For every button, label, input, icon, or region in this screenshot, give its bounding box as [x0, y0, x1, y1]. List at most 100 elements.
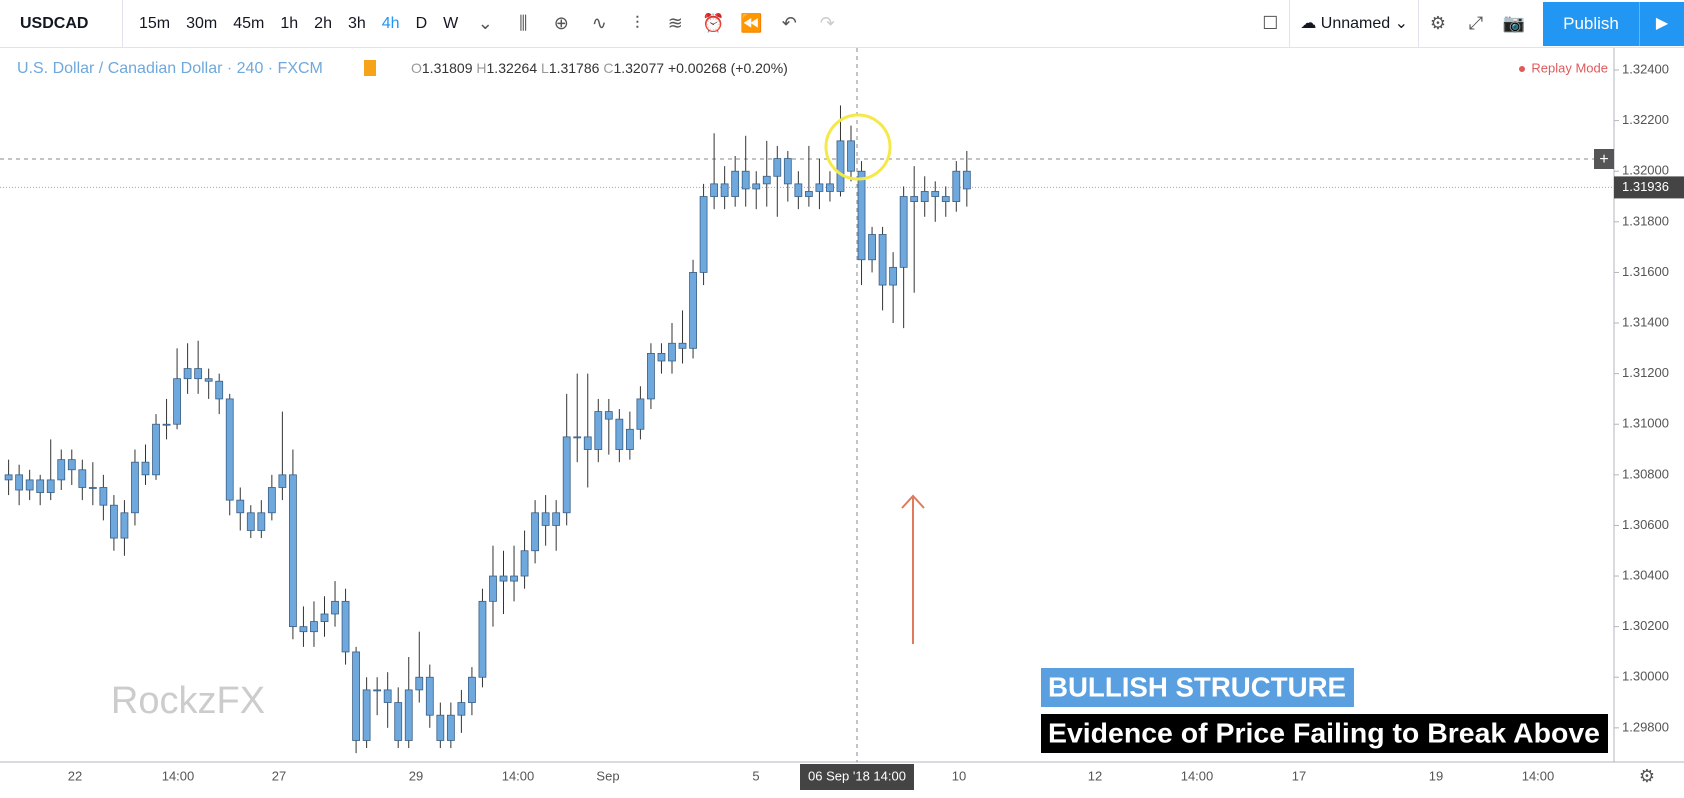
interval[interactable]: 15m	[139, 14, 171, 32]
candle-body	[57, 459, 66, 481]
y-tick-label: 1.30400	[1622, 567, 1669, 582]
candle-body	[847, 140, 855, 172]
candle-body	[678, 342, 687, 349]
x-tick-label: 19	[1429, 768, 1443, 783]
candle-body	[204, 378, 213, 382]
layout-name: Unnamed	[1320, 14, 1391, 32]
x-tick-label: 12	[1088, 768, 1102, 783]
last-price-tag	[1614, 176, 1684, 199]
interval[interactable]: W	[443, 14, 459, 32]
interval[interactable]: D	[415, 14, 428, 32]
annotation-box	[1041, 668, 1354, 707]
undo[interactable]: ↶	[781, 13, 797, 33]
x-tick-label: 14:00	[162, 768, 195, 783]
candle-body	[794, 183, 803, 197]
candle-body	[46, 479, 55, 493]
crosshair-time-tag	[800, 764, 914, 790]
templates[interactable]: ≋	[667, 13, 683, 33]
y-tick-label: 1.31200	[1622, 365, 1669, 380]
y-tick-label: 1.32000	[1622, 163, 1669, 178]
legend-value: 1.31809	[422, 60, 473, 76]
publish-button[interactable]: Publish	[1543, 1, 1639, 46]
candle-body	[36, 479, 45, 493]
indicators[interactable]: ⫶	[634, 13, 640, 33]
candle-body	[952, 170, 961, 202]
candle-body	[225, 398, 234, 501]
interval[interactable]: 45m	[233, 14, 265, 32]
legend-key: H	[476, 60, 486, 76]
settings-icon[interactable]: ⚙	[1639, 766, 1655, 786]
annotation-box	[1041, 714, 1608, 753]
candle-body	[868, 234, 876, 261]
layout[interactable]: ☁ Unnamed ⌄	[1289, 0, 1419, 48]
y-tick-label: 1.30800	[1622, 466, 1669, 481]
candle-body	[741, 170, 750, 190]
replay[interactable]: ⏪	[740, 13, 763, 33]
candle-body	[889, 266, 898, 286]
candle-body	[562, 436, 571, 514]
layout-toggle[interactable]: ☐	[1262, 13, 1279, 33]
candle-body	[383, 689, 392, 703]
candle-body	[552, 512, 561, 526]
fullscreen[interactable]: ⤢	[1468, 13, 1484, 33]
y-tick-label: 1.31000	[1622, 416, 1669, 431]
interval[interactable]: 2h	[314, 14, 332, 32]
candle-body	[541, 512, 550, 526]
candle-body	[415, 676, 424, 691]
symbol[interactable]: USDCAD	[0, 0, 123, 48]
candle-body	[531, 512, 539, 552]
candle-body	[804, 191, 813, 197]
add-indicator[interactable]: ⊕	[553, 13, 569, 33]
interval[interactable]: 1h	[280, 14, 299, 32]
interval[interactable]: 3h	[347, 14, 366, 32]
chart-style[interactable]: ⫼	[519, 13, 528, 33]
candle-body	[341, 600, 350, 653]
x-tick-label: 22	[68, 768, 82, 783]
candle-body	[436, 714, 445, 741]
candle-body	[236, 499, 245, 514]
interval-menu[interactable]: ⌄	[477, 13, 493, 33]
price-axis	[1614, 48, 1684, 762]
candle-body	[373, 689, 382, 692]
compare[interactable]: ∿	[591, 13, 607, 33]
candle-body	[773, 158, 782, 177]
x-tick-label: 17	[1292, 768, 1306, 783]
candle-body	[457, 702, 466, 716]
flag	[364, 60, 376, 76]
x-tick-label: 14:00	[1522, 768, 1555, 783]
play-button[interactable]: ▶	[1639, 1, 1684, 46]
legend-value: 1.31786	[549, 60, 600, 76]
candle-body	[257, 512, 266, 531]
x-tick-label: 14:00	[502, 768, 535, 783]
annotation: Evidence of Price Failing to Break Above	[1048, 717, 1600, 748]
alert[interactable]: ⏰	[702, 13, 725, 33]
candle-body	[468, 676, 476, 703]
candle-body	[836, 140, 845, 192]
candle-body	[720, 183, 729, 197]
redo[interactable]: ↷	[819, 13, 835, 33]
toolbar: USDCAD 15m 30m 45m 1h 2h 3h 4h D W ⌄ ⫼ ⊕ ∿ ⫶ ≋ ⏰…	[0, 0, 1684, 48]
interval[interactable]: 4h	[381, 14, 400, 32]
snapshot[interactable]: 📷	[1502, 13, 1526, 33]
candle-body	[446, 714, 455, 741]
annotation: BULLISH STRUCTURE	[1048, 671, 1346, 702]
candle-body	[362, 689, 371, 741]
settings[interactable]: ⚙	[1429, 13, 1447, 33]
interval[interactable]: 30m	[186, 14, 218, 32]
candle-body	[962, 170, 971, 190]
candle-body	[920, 191, 929, 202]
chart-title: U.S. Dollar / Canadian Dollar · 240 · FX…	[17, 60, 323, 77]
candle-body	[657, 352, 666, 362]
plot: +	[0, 48, 1619, 762]
candle-body	[215, 380, 224, 400]
watermark: RockzFX	[111, 680, 265, 722]
candle-body	[668, 342, 676, 362]
candle-body	[404, 689, 413, 741]
legend-value: 1.32264	[487, 60, 538, 76]
candle-body	[352, 651, 360, 741]
y-tick-label: 1.30200	[1622, 618, 1669, 633]
candle-body	[246, 512, 255, 531]
y-tick-label: 1.31400	[1622, 314, 1669, 329]
candle-body	[636, 398, 645, 430]
x-tick-label: 27	[272, 768, 286, 783]
